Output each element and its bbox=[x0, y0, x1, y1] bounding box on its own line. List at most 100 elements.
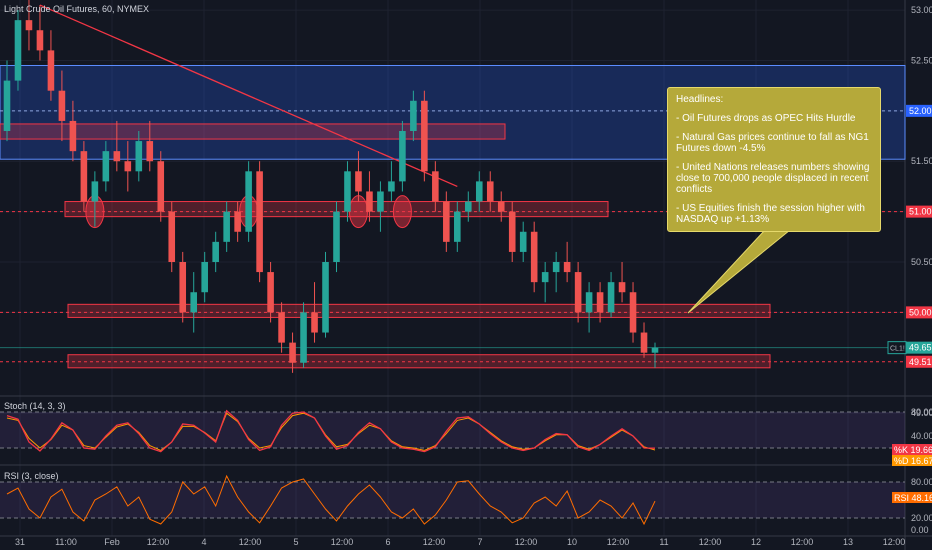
stoch-d-tag: %D 16.67 bbox=[894, 456, 932, 466]
stoch-band bbox=[0, 412, 905, 448]
candle-body bbox=[388, 181, 395, 192]
candle-body bbox=[333, 211, 340, 262]
level-4951-tag: 49.51 bbox=[909, 357, 932, 367]
time-tick-label: 12 bbox=[751, 537, 761, 547]
candle-body bbox=[289, 342, 296, 363]
band-rect bbox=[0, 123, 506, 140]
price-axis[interactable]: 53.00 52.50 52.00 51.50 51.00 50.50 50.00 49.00… bbox=[887, 5, 932, 535]
candle-body bbox=[574, 272, 582, 313]
time-axis[interactable]: 31 11:00 Feb 12:00 4 12:00 5 12:00 6 12:00 7 12:00 1… bbox=[15, 537, 905, 547]
candle-body bbox=[80, 151, 88, 202]
headline-item: - US Equities finish the session higher … bbox=[676, 203, 865, 225]
rsi-tick-label: 20.00 bbox=[911, 513, 932, 523]
stoch-d-line bbox=[6, 412, 656, 451]
rsi-panel bbox=[0, 474, 905, 526]
headlines-callout[interactable]: Headlines: - Oil Futures drops as OPEC H… bbox=[667, 87, 881, 232]
price-tick-label: 51.50 bbox=[911, 156, 932, 166]
candle-body bbox=[530, 231, 538, 283]
candle-body bbox=[344, 171, 351, 212]
candle-body bbox=[179, 262, 187, 313]
time-tick-label: 12:00 bbox=[607, 537, 630, 547]
time-tick-label: 13 bbox=[843, 537, 853, 547]
candle-body bbox=[475, 181, 483, 202]
time-tick-label: 6 bbox=[385, 537, 390, 547]
rsi-band bbox=[0, 482, 905, 518]
candle-body bbox=[497, 201, 505, 212]
price-tick-label: 53.00 bbox=[911, 5, 932, 15]
candle-body bbox=[541, 272, 549, 283]
stoch-tick-label: 80.00 bbox=[911, 407, 932, 417]
candle-body bbox=[640, 332, 648, 353]
candle-body bbox=[519, 231, 527, 252]
candle-body bbox=[278, 312, 285, 343]
rsi-tag-bg bbox=[892, 492, 932, 503]
candle-body bbox=[454, 211, 461, 242]
candle-body bbox=[146, 141, 154, 162]
time-tick-label: 12:00 bbox=[423, 537, 446, 547]
level-51-tag-bg bbox=[906, 205, 932, 218]
time-tick-label: 4 bbox=[201, 537, 206, 547]
time-tick-label: 11:00 bbox=[55, 537, 77, 547]
candle-body bbox=[355, 171, 362, 192]
candle-body bbox=[366, 191, 373, 212]
rsi-title: RSI (3, close) bbox=[4, 471, 59, 481]
time-tick-label: 5 bbox=[293, 537, 298, 547]
band-rect bbox=[67, 303, 771, 318]
candle-body bbox=[486, 181, 494, 202]
candle-body bbox=[464, 201, 472, 212]
last-price-tag-bg bbox=[906, 341, 932, 354]
candle-body bbox=[234, 211, 241, 232]
time-tick-label: 12:00 bbox=[515, 537, 538, 547]
candle-body bbox=[651, 347, 659, 353]
support-resistance-bands bbox=[0, 123, 771, 369]
stoch-panel bbox=[0, 409, 905, 453]
candle-body bbox=[212, 241, 219, 262]
symbol-tag: CL1! bbox=[890, 346, 905, 353]
level-52-tag: 52.00 bbox=[909, 106, 932, 116]
band-rect bbox=[67, 354, 771, 369]
rsi-line bbox=[6, 474, 656, 526]
candle-body bbox=[58, 90, 66, 121]
level-4951-tag-bg bbox=[906, 355, 932, 368]
time-tick-label: 31 bbox=[15, 537, 25, 547]
candle-body bbox=[36, 30, 44, 51]
candle-body bbox=[629, 292, 637, 333]
candle-body bbox=[596, 292, 604, 313]
candle-body bbox=[322, 262, 329, 333]
candle-body bbox=[245, 171, 252, 232]
time-tick-label: 12:00 bbox=[147, 537, 170, 547]
price-tick-label: 49.00 bbox=[911, 408, 932, 418]
candle-body bbox=[157, 161, 165, 212]
candle-body bbox=[607, 282, 615, 313]
candles bbox=[3, 0, 659, 373]
stoch-title: Stoch (14, 3, 3) bbox=[4, 401, 66, 411]
candle-body bbox=[91, 181, 99, 202]
time-tick-label: Feb bbox=[104, 537, 120, 547]
price-tick-label: 50.50 bbox=[911, 257, 932, 267]
last-price-tag: 49.65 bbox=[909, 343, 932, 353]
candle-body bbox=[14, 20, 22, 81]
time-tick-label: 12:00 bbox=[791, 537, 814, 547]
candle-body bbox=[563, 262, 571, 273]
candle-body bbox=[135, 141, 143, 172]
headline-item: - United Nations releases numbers showin… bbox=[676, 162, 870, 195]
stoch-k-tag-bg bbox=[892, 444, 932, 455]
price-tick-label: 52.50 bbox=[911, 55, 932, 65]
candle-body bbox=[267, 272, 274, 313]
headlines-title: Headlines: bbox=[676, 94, 724, 105]
stoch-k-tag: %K 19.66 bbox=[894, 445, 932, 455]
candle-body bbox=[443, 201, 450, 242]
symbol-tag-bg bbox=[887, 341, 907, 355]
candle-body bbox=[113, 151, 121, 162]
stoch-d-tag-bg bbox=[892, 455, 932, 466]
candle-body bbox=[102, 151, 110, 182]
candle-body bbox=[552, 262, 560, 273]
time-tick-label: 12:00 bbox=[331, 537, 354, 547]
trendline bbox=[39, 4, 458, 188]
candle-body bbox=[421, 100, 428, 172]
stoch-k-line bbox=[6, 409, 656, 453]
level-50-tag: 50.00 bbox=[909, 307, 932, 317]
candle-body bbox=[47, 50, 55, 91]
candle-body bbox=[311, 312, 318, 333]
